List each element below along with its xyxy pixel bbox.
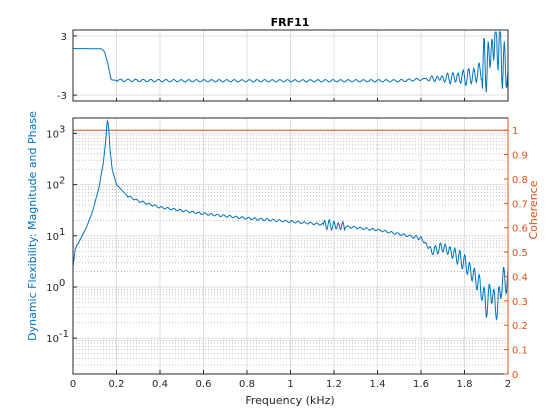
- coherence-tick-label: 0.5: [512, 248, 528, 259]
- ytick-exponent: 1: [59, 227, 65, 238]
- xtick-label: 1.4: [370, 379, 386, 390]
- ytick-exponent: 3: [59, 124, 65, 135]
- ytick-exponent: -1: [59, 329, 69, 340]
- ytick-exponent: 0: [59, 278, 65, 289]
- xtick-label: 0: [70, 379, 76, 390]
- chart-title: FRF11: [271, 16, 310, 29]
- ytick-label: 10: [46, 334, 59, 345]
- phase-ytick-label: 3: [61, 32, 67, 43]
- ytick-label: 10: [46, 283, 59, 294]
- coherence-tick-label: 0.9: [512, 151, 528, 162]
- ytick-label: 10: [46, 232, 59, 243]
- coherence-tick-label: 0.7: [512, 199, 528, 210]
- ytick-label: 10: [46, 181, 59, 192]
- coherence-tick-label: 0.3: [512, 297, 528, 308]
- xtick-label: 1.6: [413, 379, 429, 390]
- coherence-tick-label: 0.6: [512, 224, 528, 235]
- x-axis-label: Frequency (kHz): [245, 394, 334, 407]
- phase-axes: 3 -3: [57, 29, 509, 102]
- magnitude-series-line: [72, 118, 509, 321]
- coherence-tick-label: 1: [512, 126, 518, 137]
- xtick-label: 1.8: [457, 379, 473, 390]
- ytick-label: 10: [46, 129, 59, 140]
- xtick-label: 1: [287, 379, 293, 390]
- coherence-tick-label: 0.2: [512, 321, 528, 332]
- phase-series-line: [73, 31, 509, 93]
- xtick-label: 0.8: [239, 379, 255, 390]
- coherence-tick-label: 0: [512, 370, 518, 381]
- xtick-label: 0.2: [109, 379, 125, 390]
- y-axis-label-right: Coherence: [527, 180, 540, 239]
- phase-ytick-label: -3: [57, 91, 67, 102]
- ytick-exponent: 2: [59, 176, 65, 187]
- xtick-label: 0.4: [152, 379, 168, 390]
- coherence-tick-label: 0.4: [512, 272, 528, 283]
- xtick-label: 2: [505, 379, 511, 390]
- xtick-label: 0.6: [196, 379, 212, 390]
- coherence-tick-label: 0.1: [512, 346, 528, 357]
- coherence-tick-label: 0.8: [512, 175, 528, 186]
- xtick-label: 1.2: [326, 379, 342, 390]
- y-axis-label: Dynamic Flexibility: Magnitude and Phase: [26, 111, 39, 341]
